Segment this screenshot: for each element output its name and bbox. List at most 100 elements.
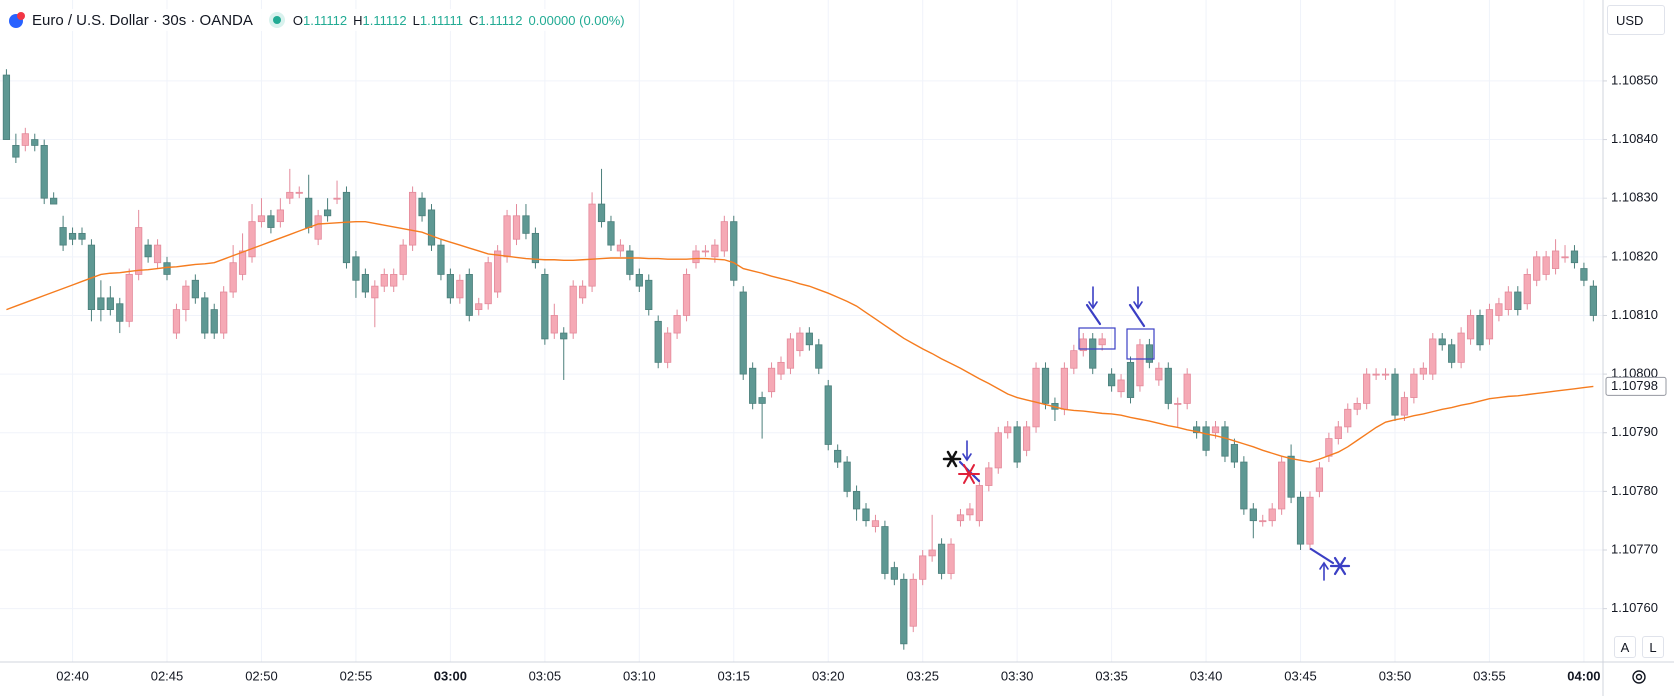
candle-body: [1570, 250, 1579, 264]
candle-body: [975, 485, 983, 522]
candle-body: [749, 367, 757, 404]
candle-body: [588, 203, 596, 287]
y-tick-label: 1.10790: [1611, 424, 1658, 439]
candle-body: [456, 279, 464, 299]
log-scale-button[interactable]: L: [1642, 636, 1664, 658]
candle-body: [579, 285, 587, 299]
ohlc-key: O: [292, 12, 304, 28]
candle-body: [919, 555, 927, 580]
ohlc-key: C: [469, 12, 479, 28]
candle-body: [1155, 367, 1163, 381]
candle-body: [1542, 256, 1550, 275]
x-tick-label: 03:00: [434, 668, 467, 683]
candle-body: [947, 543, 955, 574]
candle-body: [475, 303, 483, 310]
candle-body: [645, 279, 653, 310]
candle-body: [900, 578, 908, 645]
candle-body: [1287, 455, 1295, 498]
candle-body: [522, 215, 530, 234]
log-label: L: [1649, 639, 1657, 655]
last-value-label: 1.10798: [1611, 378, 1658, 393]
candle-body: [701, 250, 710, 253]
x-tick-label: 03:25: [906, 668, 939, 683]
candle-body: [446, 274, 455, 299]
candle-body: [2, 74, 11, 140]
candle-body: [635, 274, 643, 287]
candle-body: [1429, 338, 1437, 375]
candle-body: [1457, 332, 1465, 363]
ohlc-value: 1.11111: [419, 12, 464, 28]
candle-body: [484, 262, 492, 305]
candle-body: [248, 221, 256, 258]
candle-body: [1551, 250, 1560, 269]
candle-body: [437, 244, 445, 275]
candle-body: [201, 297, 209, 334]
candle-body: [862, 508, 870, 522]
candle-body: [144, 244, 152, 258]
candle-body: [295, 191, 303, 194]
candle-body: [1022, 426, 1031, 451]
candle-body: [323, 209, 332, 217]
candle-body: [843, 461, 851, 492]
candle-body: [597, 203, 606, 223]
candle-body: [1485, 309, 1494, 340]
candle-body: [153, 244, 162, 264]
legend-header: Euro / U.S. Dollar · 30s · OANDA O 1.1111…: [8, 9, 631, 31]
candle-body: [966, 508, 974, 516]
candle-body: [805, 332, 813, 346]
candle-body: [531, 232, 540, 264]
candle-body: [1363, 373, 1371, 404]
candle-body: [1126, 361, 1135, 398]
candle-body: [418, 197, 426, 217]
x-tick-label: 03:50: [1379, 668, 1412, 683]
candle-body: [1183, 373, 1191, 404]
x-tick-label: 03:45: [1284, 668, 1317, 683]
candle-body: [12, 145, 20, 158]
annotations: [942, 286, 1351, 581]
candle-body: [427, 209, 436, 246]
candle-body: [314, 215, 322, 240]
x-tick-label: 02:55: [340, 668, 373, 683]
candle-body: [928, 549, 936, 557]
x-tick-label: 03:35: [1095, 668, 1128, 683]
candle-body: [994, 432, 1002, 469]
candle-body: [1561, 256, 1569, 259]
symbol-title[interactable]: Euro / U.S. Dollar · 30s · OANDA: [32, 11, 253, 29]
candle-body: [1580, 268, 1588, 281]
candle-body: [1419, 367, 1427, 375]
candle-body: [238, 250, 247, 275]
candle-body: [1391, 373, 1399, 416]
candle-body: [50, 197, 58, 205]
candle-body: [1249, 508, 1257, 522]
candle-body: [815, 344, 823, 369]
candle-body: [664, 332, 672, 363]
candle-body: [257, 215, 266, 223]
candle-body: [59, 227, 67, 246]
candle-body: [1306, 496, 1314, 545]
x-tick-label: 02:50: [245, 668, 278, 683]
candle-body: [1589, 285, 1597, 316]
candle-body: [569, 285, 577, 334]
candle-body: [1438, 338, 1446, 346]
candle-body: [560, 332, 568, 340]
candle-body: [1164, 367, 1172, 404]
candle-body: [1089, 338, 1097, 369]
candle-body: [956, 514, 965, 522]
settings-gear[interactable]: [1632, 670, 1646, 684]
candle-body: [1221, 426, 1229, 457]
ohlc-key: L: [412, 12, 420, 28]
candle-body: [1041, 367, 1050, 404]
currency-button[interactable]: USD: [1607, 5, 1665, 35]
candle-body: [1278, 461, 1286, 510]
candle-body: [824, 385, 832, 445]
candle-body: [220, 291, 228, 334]
y-tick-label: 1.10820: [1611, 248, 1658, 263]
auto-scale-button[interactable]: A: [1614, 636, 1636, 658]
candle-body: [1325, 438, 1333, 457]
candle-body: [380, 274, 388, 287]
x-tick-label: 03:10: [623, 668, 656, 683]
candle-body: [985, 467, 993, 486]
x-tick-label: 03:05: [529, 668, 562, 683]
candle-body: [333, 197, 341, 200]
